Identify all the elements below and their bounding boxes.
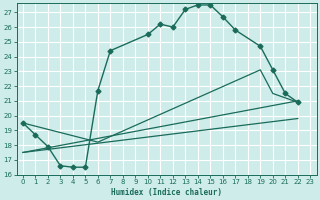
X-axis label: Humidex (Indice chaleur): Humidex (Indice chaleur) [111, 188, 222, 197]
